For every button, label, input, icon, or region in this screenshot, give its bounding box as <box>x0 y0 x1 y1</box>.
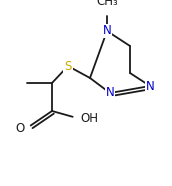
Text: OH: OH <box>80 111 98 124</box>
Text: S: S <box>64 60 72 73</box>
Text: CH₃: CH₃ <box>96 0 118 8</box>
Text: N: N <box>103 25 111 38</box>
Text: N: N <box>106 86 114 100</box>
Text: N: N <box>146 79 154 92</box>
Text: O: O <box>15 121 25 134</box>
